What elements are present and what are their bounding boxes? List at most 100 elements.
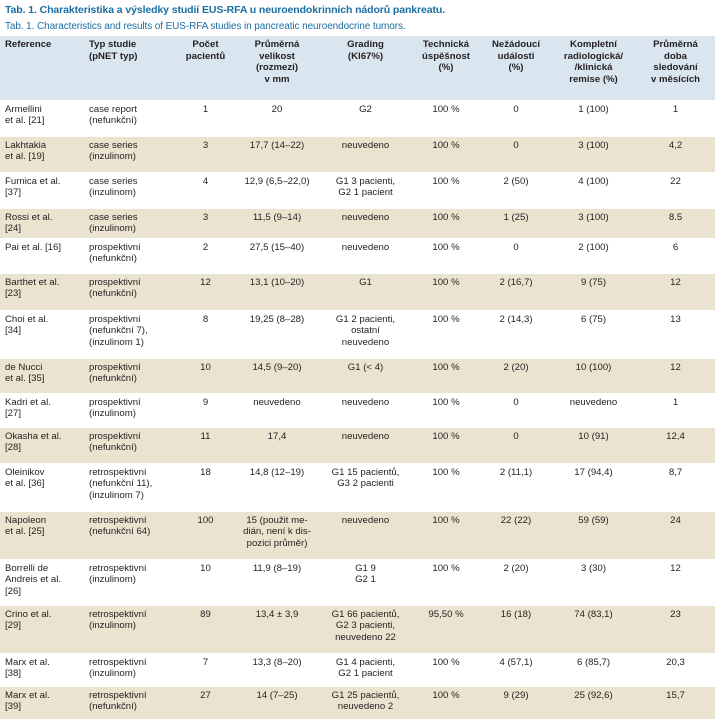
cell-follow-up: 15,7 — [636, 685, 715, 719]
cell-reference: Rossi et al. [24] — [0, 207, 85, 238]
cell-technical-success: 100 % — [411, 99, 481, 136]
cell-adverse-events: 1 (25) — [481, 207, 551, 238]
cell-complete-remission: 4 (100) — [551, 171, 636, 208]
cell-adverse-events: 4 (57,1) — [481, 652, 551, 686]
cell-complete-remission: 74 (83,1) — [551, 604, 636, 653]
cell-patient-count: 8 — [177, 309, 234, 358]
cell-mean-size: 11,9 (8–19) — [234, 558, 320, 605]
cell-complete-remission: 3 (100) — [551, 135, 636, 172]
cell-mean-size: 14,5 (9–20) — [234, 357, 320, 393]
cell-reference: Lakhtakia et al. [19] — [0, 135, 85, 172]
cell-complete-remission: 10 (91) — [551, 426, 636, 463]
table-row: de Nucci et al. [35] prospektivní (nefunk… — [0, 357, 715, 393]
table-row: Oleinikov et al. [36] retrospektivní (nef… — [0, 462, 715, 511]
cell-follow-up: 1 — [636, 99, 715, 136]
cell-mean-size: 13,1 (10–20) — [234, 272, 320, 310]
cell-patient-count: 27 — [177, 685, 234, 719]
cell-complete-remission: neuvedeno — [551, 392, 636, 427]
cell-study-type: retrospektivní (inzulinom) — [85, 558, 177, 605]
cell-patient-count: 12 — [177, 272, 234, 310]
cell-study-type: case series (inzulinom) — [85, 135, 177, 172]
cell-complete-remission: 6 (85,7) — [551, 652, 636, 686]
cell-reference: Kadri et al. [27] — [0, 392, 85, 427]
cell-adverse-events: 16 (18) — [481, 604, 551, 653]
cell-reference: Borrelli de Andreis et al. [26] — [0, 558, 85, 605]
cell-patient-count: 10 — [177, 558, 234, 605]
cell-patient-count: 3 — [177, 207, 234, 238]
cell-grading: G1 — [320, 272, 411, 310]
header-study-type: Typ studie (pNET typ) — [89, 39, 138, 62]
cell-mean-size: 13,3 (8–20) — [234, 652, 320, 686]
cell-follow-up: 12 — [636, 558, 715, 605]
cell-technical-success: 100 % — [411, 207, 481, 238]
cell-study-type: retrospektivní (inzulinom) — [85, 652, 177, 686]
cell-complete-remission: 3 (30) — [551, 558, 636, 605]
cell-reference: Barthet et al. [23] — [0, 272, 85, 310]
cell-follow-up: 12,4 — [636, 426, 715, 463]
cell-reference: Crino et al. [29] — [0, 604, 85, 653]
table-row: Kadri et al. [27] prospektivní (inzulinom… — [0, 392, 715, 427]
cell-technical-success: 100 % — [411, 462, 481, 511]
table-row: Borrelli de Andreis et al. [26] retrospek… — [0, 558, 715, 605]
cell-grading: neuvedeno — [320, 135, 411, 172]
cell-follow-up: 6 — [636, 237, 715, 273]
cell-grading: neuvedeno — [320, 510, 411, 559]
cell-follow-up: 1 — [636, 392, 715, 427]
table-row: Marx et al. [38] retrospektivní (inzulino… — [0, 652, 715, 686]
cell-adverse-events: 0 — [481, 392, 551, 427]
cell-mean-size: 13,4 ± 3,9 — [234, 604, 320, 653]
header-reference: Reference — [5, 39, 52, 50]
cell-follow-up: 20,3 — [636, 652, 715, 686]
cell-reference: Marx et al. [38] — [0, 652, 85, 686]
cell-study-type: prospektivní (inzulinom) — [85, 392, 177, 427]
cell-adverse-events: 9 (29) — [481, 685, 551, 719]
header-adverse-events: Nežádoucí události (%) — [492, 39, 540, 73]
table-row: Barthet et al. [23] prospektivní (nefunkč… — [0, 272, 715, 310]
cell-technical-success: 100 % — [411, 357, 481, 393]
cell-mean-size: 14 (7–25) — [234, 685, 320, 719]
cell-patient-count: 4 — [177, 171, 234, 208]
cell-mean-size: 17,4 — [234, 426, 320, 463]
cell-complete-remission: 6 (75) — [551, 309, 636, 358]
cell-adverse-events: 2 (16,7) — [481, 272, 551, 310]
header-complete-remission: Kompletní radiologická/ /klinická remise… — [563, 39, 624, 85]
cell-adverse-events: 2 (20) — [481, 558, 551, 605]
header-mean-size: Průměrná velikost (rozmezí) v mm — [254, 39, 300, 85]
cell-reference: Marx et al. [39] — [0, 685, 85, 719]
cell-grading: neuvedeno — [320, 392, 411, 427]
cell-reference: de Nucci et al. [35] — [0, 357, 85, 393]
cell-reference: Furnica et al. [37] — [0, 171, 85, 208]
cell-patient-count: 7 — [177, 652, 234, 686]
table-row: Napoleon et al. [25] retrospektivní (nefu… — [0, 510, 715, 559]
cell-adverse-events: 0 — [481, 99, 551, 136]
cell-mean-size: 11,5 (9–14) — [234, 207, 320, 238]
cell-mean-size: 27,5 (15–40) — [234, 237, 320, 273]
table-caption-cz: Tab. 1. Charakteristika a výsledky studi… — [5, 4, 445, 16]
table-row: Marx et al. [39] retrospektivní (nefunkčn… — [0, 685, 715, 719]
cell-study-type: prospektivní (nefunkční) — [85, 237, 177, 273]
cell-technical-success: 100 % — [411, 135, 481, 172]
cell-mean-size: 17,7 (14–22) — [234, 135, 320, 172]
cell-grading: G1 (< 4) — [320, 357, 411, 393]
cell-patient-count: 11 — [177, 426, 234, 463]
table-row: Rossi et al. [24] case series (inzulinom)… — [0, 207, 715, 238]
header-technical-success: Technická úspěšnost (%) — [422, 39, 470, 73]
cell-study-type: retrospektivní (inzulinom) — [85, 604, 177, 653]
cell-grading: G1 2 pacienti, ostatní neuvedeno — [320, 309, 411, 358]
cell-technical-success: 100 % — [411, 510, 481, 559]
cell-adverse-events: 0 — [481, 237, 551, 273]
cell-adverse-events: 0 — [481, 135, 551, 172]
cell-follow-up: 24 — [636, 510, 715, 559]
cell-follow-up: 12 — [636, 357, 715, 393]
cell-grading: G1 4 pacienti, G2 1 pacient — [320, 652, 411, 686]
cell-grading: neuvedeno — [320, 237, 411, 273]
cell-study-type: case series (inzulinom) — [85, 171, 177, 208]
cell-reference: Pai et al. [16] — [0, 237, 85, 273]
table-row: Lakhtakia et al. [19] case series (inzuli… — [0, 135, 715, 172]
table-row: Crino et al. [29] retrospektivní (inzulin… — [0, 604, 715, 653]
cell-patient-count: 3 — [177, 135, 234, 172]
cell-reference: Napoleon et al. [25] — [0, 510, 85, 559]
table-body: Armellini et al. [21] case report (nefunk… — [0, 99, 715, 719]
cell-adverse-events: 2 (11,1) — [481, 462, 551, 511]
studies-table: Reference Typ studie (pNET typ) Počet pa… — [0, 36, 715, 719]
